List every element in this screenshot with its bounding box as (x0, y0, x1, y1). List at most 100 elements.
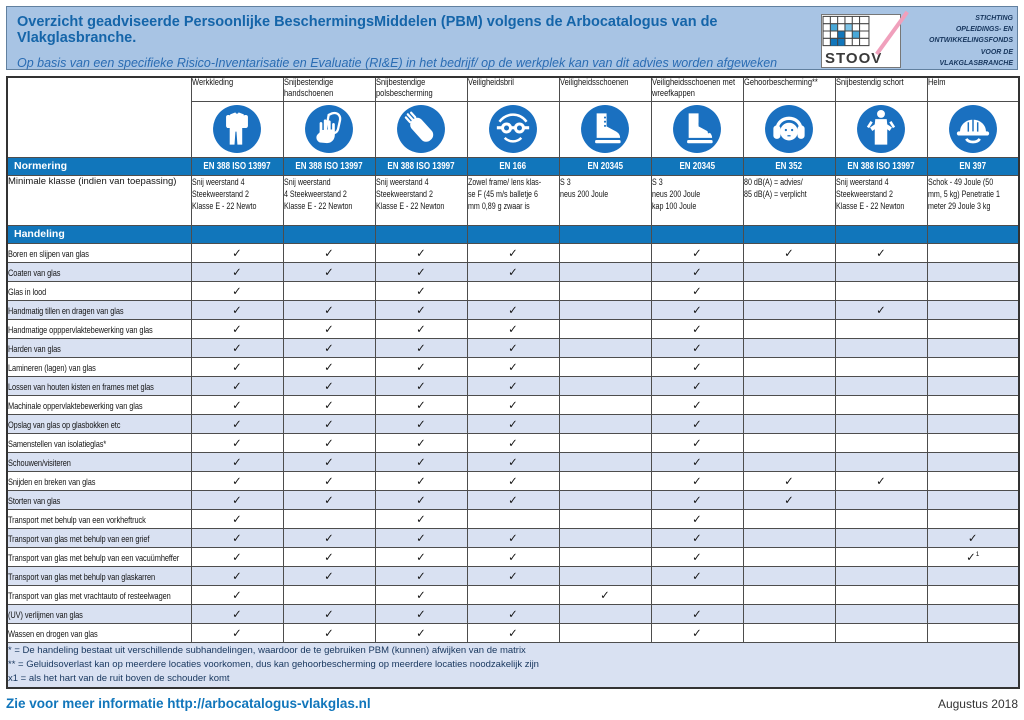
check-mark: ✓ (466, 489, 560, 510)
empty-cell (834, 546, 928, 567)
klasse-text-lines: Snij weerstand 4 Steekweerstand 2 Klasse… (283, 176, 352, 211)
empty-cell (926, 356, 1020, 377)
empty-cell (926, 508, 1020, 529)
window-grid-icon (822, 15, 870, 47)
empty-cell (742, 337, 836, 358)
check-mark: ✓ (834, 470, 928, 491)
check-mark: ✓ (466, 413, 560, 434)
check-mark: ✓ (466, 318, 560, 339)
check-mark: ✓ (650, 299, 744, 320)
check-mark: ✓ (190, 470, 284, 491)
check-mark: ✓ (282, 318, 376, 339)
pictogram-cell (466, 100, 560, 158)
empty-cell (926, 451, 1020, 472)
empty-cell (558, 318, 652, 339)
empty-cell (926, 280, 1020, 301)
check-mark: ✓ (374, 413, 468, 434)
check-mark: ✓ (282, 565, 376, 586)
info-link[interactable]: Zie voor meer informatie http://arbocata… (6, 696, 371, 711)
handeling-row-label-text: Opslag van glas op glasbokken etc (8, 419, 121, 431)
check-mark: ✓ (282, 470, 376, 491)
check-mark: ✓ (650, 394, 744, 415)
handeling-row-label: Schouwen/visiteren (6, 451, 192, 472)
handeling-row-label-text: Handmatig tillen en dragen van glas (8, 305, 124, 317)
norm-code-text: EN 388 ISO 13997 (203, 160, 271, 172)
empty-cell (558, 432, 652, 453)
empty-cell (834, 584, 928, 605)
empty-cell (558, 489, 652, 510)
check-mark: ✓ (466, 527, 560, 548)
normering-row: Normering EN 388 ISO 13997 EN 388 ISO 139… (6, 156, 1020, 176)
handeling-row-label: Transport van glas met vrachtauto of res… (6, 584, 192, 605)
empty-cell (834, 413, 928, 434)
pictogram-cell (834, 100, 928, 158)
check-mark: ✓ (374, 318, 468, 339)
norm-code: EN 388 ISO 13997 (834, 156, 928, 176)
empty-cell (558, 546, 652, 567)
handeling-row-label: Transport van glas met behulp van glaska… (6, 565, 192, 586)
check-mark: ✓ (190, 299, 284, 320)
check-mark: ✓ (374, 451, 468, 472)
check-mark: ✓ (190, 546, 284, 567)
handeling-row-label: Storten van glas (6, 489, 192, 510)
check-mark: ✓ (190, 413, 284, 434)
column-header-label: Veiligheidsschoenen (559, 77, 628, 88)
check-mark: ✓ (466, 337, 560, 358)
check-mark: ✓ (650, 527, 744, 548)
empty-cell (926, 489, 1020, 510)
empty-cell (558, 603, 652, 624)
check-mark: ✓ (650, 413, 744, 434)
pictogram-row (7, 100, 1020, 158)
empty-cell (558, 299, 652, 320)
empty-cell (558, 356, 652, 377)
check-mark: ✓ (374, 299, 468, 320)
empty-cell (834, 261, 928, 282)
empty-cell (834, 280, 928, 301)
safety-boot-icon (581, 105, 629, 153)
norm-code: EN 388 ISO 13997 (374, 156, 468, 176)
handeling-row-label-text: Lossen van houten kisten en frames met g… (8, 381, 154, 393)
column-header: Werkkleding (190, 76, 284, 102)
check-mark: ✓ (926, 527, 1020, 548)
check-mark: ✓ (650, 242, 744, 263)
column-header-label: Snijbestendige polsbescherming (375, 77, 433, 99)
column-header-row: Werkkleding Snijbestendige handschoenen Sn… (6, 76, 1020, 158)
check-mark: ✓ (282, 261, 376, 282)
check-mark: ✓ (374, 527, 468, 548)
klasse-text: Snij weerstand 4 Steekweerstand 2 Klasse… (834, 174, 928, 226)
norm-code: EN 20345 (650, 156, 744, 176)
empty-cell (926, 584, 1020, 605)
handeling-row-label: Coaten van glas (6, 261, 192, 282)
check-mark: ✓ (650, 375, 744, 396)
check-mark: ✓ (650, 603, 744, 624)
empty-cell (282, 280, 376, 301)
check-mark: ✓ (282, 394, 376, 415)
handeling-row-label-text: Glas in lood (8, 286, 47, 298)
handeling-row-label: Glas in lood (6, 280, 192, 301)
handeling-row-label-text: Transport met behulp van een vorkheftruc… (8, 514, 146, 526)
klasse-text-lines: Snij weerstand 4 Steekweerstand 2 Klasse… (375, 176, 444, 211)
check-mark: ✓ (466, 622, 560, 643)
empty-cell (926, 394, 1020, 415)
handeling-row-label: Lossen van houten kisten en frames met g… (6, 375, 192, 396)
check-mark: ✓ (650, 489, 744, 510)
check-mark: ✓ (650, 451, 744, 472)
empty-cell (834, 622, 928, 643)
page-title: Overzicht geadviseerde Persoonlijke Besc… (17, 14, 718, 46)
page: Overzicht geadviseerde Persoonlijke Besc… (6, 0, 1020, 711)
empty-cell (742, 413, 836, 434)
pbm-matrix-table: Werkkleding Snijbestendige handschoenen Sn… (6, 76, 1020, 689)
check-mark: ✓ (374, 470, 468, 491)
column-header: Gehoorbescherming** (742, 76, 836, 102)
handeling-bar-cell (466, 224, 560, 244)
check-mark: ✓ (466, 603, 560, 624)
empty-cell (926, 299, 1020, 320)
check-mark: ✓ (374, 603, 468, 624)
empty-cell (558, 565, 652, 586)
empty-cell (834, 451, 928, 472)
norm-code-text: EN 352 (775, 160, 803, 172)
empty-cell (742, 394, 836, 415)
column-header: Helm (926, 76, 1020, 102)
check-mark: ✓ (374, 508, 468, 529)
handeling-row-label-text: Transport van glas met behulp van een va… (8, 552, 180, 564)
